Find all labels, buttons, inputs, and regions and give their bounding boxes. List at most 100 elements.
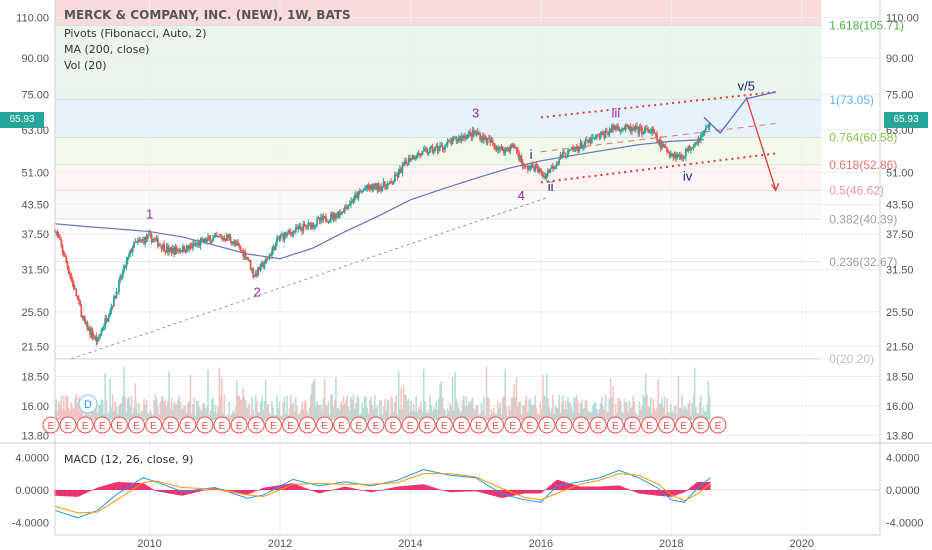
candle-body xyxy=(519,156,522,160)
macd-indicator-label[interactable]: MACD (12, 26, close, 9) xyxy=(64,453,194,466)
macd-hist-bar xyxy=(460,490,463,492)
volume-bar xyxy=(266,407,268,420)
volume-bar xyxy=(165,405,168,420)
macd-hist-bar xyxy=(425,485,428,490)
volume-bar xyxy=(322,398,325,420)
candle-body xyxy=(656,134,658,141)
candle-body xyxy=(397,170,400,177)
volume-indicator-label[interactable]: Vol (20) xyxy=(64,59,107,72)
earnings-marker-label: E xyxy=(526,421,533,432)
volume-bar xyxy=(524,400,527,420)
candle-body xyxy=(219,236,222,238)
candle-body xyxy=(416,153,419,158)
ma-indicator-label[interactable]: MA (200, close) xyxy=(64,43,150,56)
macd-hist-bar xyxy=(415,484,418,490)
macd-hist-bar xyxy=(268,486,271,490)
volume-bar xyxy=(518,401,520,420)
candle-body xyxy=(687,145,690,152)
candle-body xyxy=(202,238,204,243)
macd-hist-bar xyxy=(515,490,518,496)
candle-body xyxy=(543,176,546,178)
candle-body xyxy=(327,221,330,223)
macd-hist-bar xyxy=(297,485,300,490)
macd-hist-bar xyxy=(200,490,203,491)
volume-bar xyxy=(399,408,401,420)
volume-bar xyxy=(590,411,593,420)
y-tick-label-right: 21.50 xyxy=(886,341,914,353)
candle-body xyxy=(387,183,390,185)
y-tick-label-left: 75.00 xyxy=(21,90,49,102)
candles xyxy=(54,121,711,346)
macd-hist-bar xyxy=(204,489,207,491)
macd-hist-bar xyxy=(565,482,568,490)
macd-hist-bar xyxy=(72,490,75,497)
macd-hist-bar xyxy=(377,490,380,491)
candle-body xyxy=(603,133,606,138)
volume-bar xyxy=(390,396,392,420)
candle-body xyxy=(318,218,321,222)
macd-hist-bar xyxy=(288,483,291,490)
volume-bar xyxy=(464,406,466,420)
candle-body xyxy=(144,236,147,244)
macd-hist-bar xyxy=(116,482,119,490)
volume-bar xyxy=(310,394,312,420)
volume-bar xyxy=(598,409,601,420)
macd-hist-bar xyxy=(607,486,609,490)
macd-hist-bar xyxy=(592,486,594,490)
y-tick-label-right: 110.00 xyxy=(886,13,919,25)
candle-body xyxy=(411,155,414,160)
candle-body xyxy=(409,157,411,161)
pivots-indicator-label[interactable]: Pivots (Fibonacci, Auto, 2) xyxy=(64,27,207,40)
volume-bar xyxy=(461,400,464,420)
macd-hist-bar xyxy=(143,483,145,490)
volume-bar xyxy=(351,399,354,420)
candle-body xyxy=(434,146,436,151)
pivot-zone xyxy=(55,165,822,191)
macd-hist-bar xyxy=(456,490,459,492)
macd-hist-bar xyxy=(185,490,188,495)
volume-bar xyxy=(159,401,162,420)
candle-body xyxy=(277,238,280,240)
candle-body xyxy=(390,181,393,184)
volume-bar xyxy=(305,399,307,420)
candle-body xyxy=(362,189,365,191)
candle-body xyxy=(126,256,129,261)
macd-hist-bar xyxy=(341,487,344,490)
macd-hist-bar xyxy=(194,490,197,493)
volume-bar xyxy=(459,412,461,420)
volume-bar xyxy=(450,406,453,420)
macd-hist-bar xyxy=(426,485,429,490)
macd-hist-bar xyxy=(613,485,616,490)
macd-hist-bar xyxy=(111,483,114,490)
candle-body xyxy=(342,211,345,213)
macd-hist-bar xyxy=(508,490,510,497)
candle-body xyxy=(82,315,85,320)
candle-body xyxy=(705,127,707,131)
candle-body xyxy=(129,249,132,255)
macd-hist-bar xyxy=(689,487,692,490)
macd-hist-bar xyxy=(187,490,189,495)
earnings-marker xyxy=(641,416,658,434)
volume-bar xyxy=(257,412,259,420)
candle-body xyxy=(673,153,676,158)
macd-hist-bar xyxy=(696,482,699,490)
volume-bar xyxy=(276,395,278,420)
volume-bar xyxy=(677,376,680,420)
volume-bar xyxy=(312,381,315,420)
volume-bar xyxy=(442,407,445,420)
volume-bar xyxy=(458,408,460,420)
volume-bar xyxy=(194,415,197,420)
candle-body xyxy=(380,186,382,191)
volume-bar xyxy=(109,377,111,420)
candle-body xyxy=(474,132,477,134)
macd-hist-bar xyxy=(589,486,592,490)
macd-hist-bar xyxy=(416,484,419,490)
macd-hist-bar xyxy=(301,486,303,490)
candle-body xyxy=(264,258,267,264)
volume-bar xyxy=(481,410,484,420)
candle-body xyxy=(151,239,154,243)
volume-bar xyxy=(415,395,418,420)
macd-hist-bar xyxy=(317,490,320,494)
macd-hist-bar xyxy=(405,485,408,490)
macd-hist-bar xyxy=(674,490,677,496)
